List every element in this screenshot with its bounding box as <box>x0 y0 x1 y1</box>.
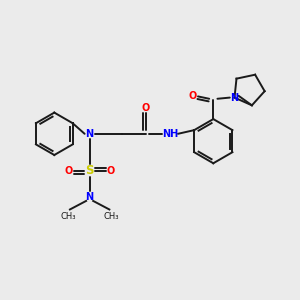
Text: O: O <box>64 166 73 176</box>
Text: N: N <box>85 129 94 139</box>
Text: N: N <box>230 93 238 103</box>
Text: O: O <box>142 103 150 113</box>
Text: NH: NH <box>162 129 178 139</box>
Text: CH₃: CH₃ <box>61 212 76 221</box>
Text: CH₃: CH₃ <box>103 212 118 221</box>
Text: O: O <box>107 166 115 176</box>
Text: S: S <box>85 164 94 177</box>
Text: N: N <box>85 191 94 202</box>
Text: O: O <box>189 92 197 101</box>
